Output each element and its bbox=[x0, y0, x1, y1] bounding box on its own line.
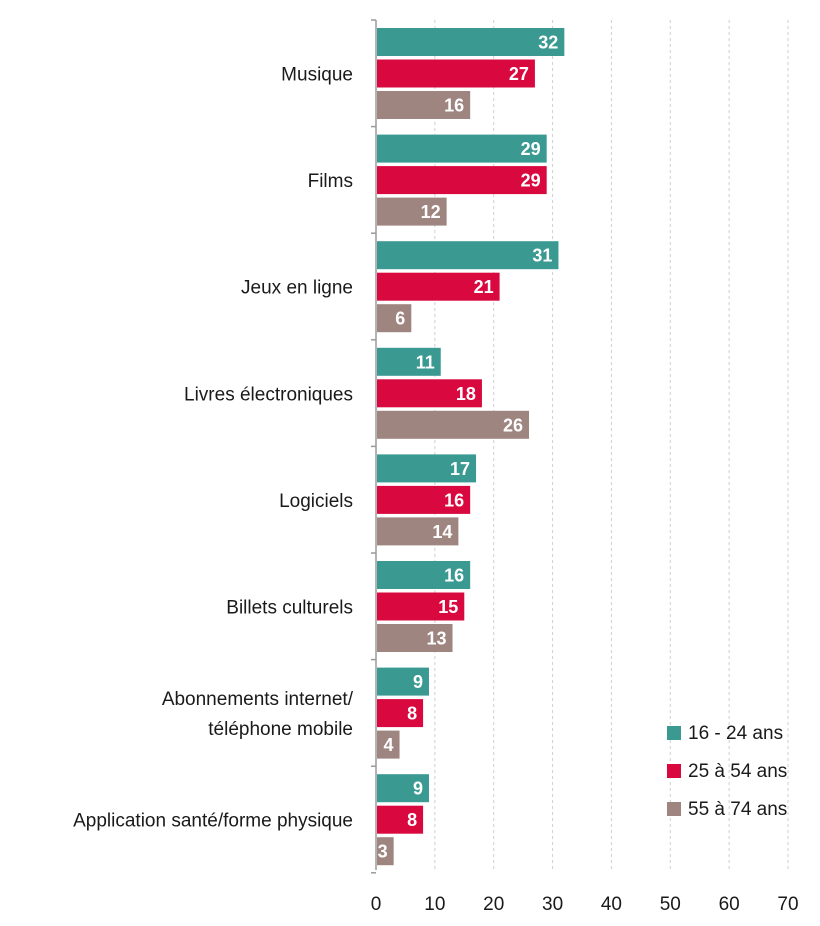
bar-value-label: 8 bbox=[407, 810, 417, 830]
bars: 32 29 31 11 17 16 9 9 27 29 21 18 16 15 8 8 16 12 6 26 14 13 4… bbox=[377, 28, 565, 866]
x-axis-ticks: 0 10 20 30 40 50 60 70 bbox=[371, 894, 799, 915]
category-labels: Musique Films Jeux en ligne Livres électron… bbox=[73, 65, 354, 832]
bar bbox=[377, 134, 547, 163]
bar-value-label: 9 bbox=[413, 672, 423, 692]
bar-value-label: 8 bbox=[407, 704, 417, 724]
bar-value-label: 6 bbox=[395, 309, 405, 329]
bar bbox=[377, 410, 530, 439]
bar-value-label: 9 bbox=[413, 779, 423, 799]
bar-value-label: 3 bbox=[378, 842, 388, 862]
bar bbox=[377, 304, 412, 333]
bar bbox=[377, 699, 424, 728]
category-label: Livres électroniques bbox=[184, 384, 353, 405]
bar bbox=[377, 730, 400, 759]
bar-value-label: 26 bbox=[503, 415, 523, 435]
bar bbox=[377, 272, 500, 301]
bar bbox=[377, 485, 471, 514]
bar bbox=[377, 454, 477, 483]
bar-value-label: 29 bbox=[521, 171, 541, 191]
bar-value-label: 17 bbox=[450, 459, 470, 479]
bar-value-label: 11 bbox=[416, 352, 435, 372]
bar bbox=[377, 624, 453, 652]
legend: 16 - 24 ans 25 à 54 ans 55 à 74 ans bbox=[667, 723, 787, 820]
bar-value-label: 18 bbox=[456, 384, 476, 404]
legend-label: 55 à 74 ans bbox=[688, 799, 787, 820]
bar-value-label: 4 bbox=[384, 735, 394, 755]
x-tick-label: 40 bbox=[601, 894, 622, 915]
x-tick-label: 50 bbox=[660, 894, 681, 915]
legend-swatch bbox=[667, 764, 681, 778]
bar-value-label: 27 bbox=[509, 64, 529, 84]
legend-label: 16 - 24 ans bbox=[688, 723, 783, 744]
category-label: Abonnements internet/ bbox=[162, 689, 354, 710]
bar bbox=[377, 59, 535, 88]
x-tick-label: 30 bbox=[542, 894, 563, 915]
bar bbox=[377, 774, 429, 803]
bar-value-label: 21 bbox=[474, 277, 494, 297]
legend-swatch bbox=[667, 726, 681, 740]
bar-value-label: 29 bbox=[521, 139, 541, 159]
category-label: Musique bbox=[281, 65, 353, 86]
bar-value-label: 16 bbox=[444, 566, 464, 586]
y-axis bbox=[371, 19, 377, 874]
bar bbox=[377, 241, 559, 270]
x-tick-label: 70 bbox=[777, 894, 798, 915]
bar-value-label: 15 bbox=[438, 597, 458, 617]
bar-value-label: 14 bbox=[432, 522, 452, 542]
legend-label: 25 à 54 ans bbox=[688, 761, 787, 782]
bar bbox=[377, 347, 441, 376]
bar bbox=[377, 197, 447, 226]
bar bbox=[377, 667, 429, 696]
bar-value-label: 32 bbox=[538, 33, 558, 53]
bar-value-label: 16 bbox=[444, 490, 464, 510]
bar bbox=[377, 91, 471, 119]
bar-value-label: 31 bbox=[532, 246, 552, 266]
category-label: Logiciels bbox=[279, 491, 353, 512]
category-label: Jeux en ligne bbox=[241, 278, 353, 299]
category-label: Films bbox=[308, 171, 353, 192]
bar bbox=[377, 805, 424, 834]
x-tick-label: 20 bbox=[483, 894, 504, 915]
bar bbox=[377, 166, 547, 195]
category-label: Billets culturels bbox=[226, 598, 353, 619]
bar bbox=[377, 517, 459, 546]
x-tick-label: 60 bbox=[719, 894, 740, 915]
bar bbox=[377, 837, 394, 866]
bar-value-label: 12 bbox=[421, 202, 441, 222]
category-label: Application santé/forme physique bbox=[73, 811, 353, 832]
bar bbox=[377, 379, 482, 408]
x-tick-label: 10 bbox=[424, 894, 445, 915]
bar-value-label: 13 bbox=[426, 629, 446, 649]
legend-swatch bbox=[667, 802, 681, 816]
bar-value-label: 16 bbox=[444, 96, 464, 116]
x-tick-label: 0 bbox=[371, 894, 382, 915]
bar bbox=[377, 592, 465, 621]
bar bbox=[377, 561, 471, 589]
bar bbox=[377, 28, 565, 56]
category-label: téléphone mobile bbox=[208, 719, 353, 740]
